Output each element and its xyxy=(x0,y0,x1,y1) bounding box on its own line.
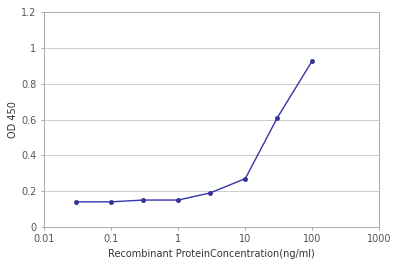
X-axis label: Recombinant ProteinConcentration(ng/ml): Recombinant ProteinConcentration(ng/ml) xyxy=(108,249,315,259)
Y-axis label: OD 450: OD 450 xyxy=(8,101,18,138)
